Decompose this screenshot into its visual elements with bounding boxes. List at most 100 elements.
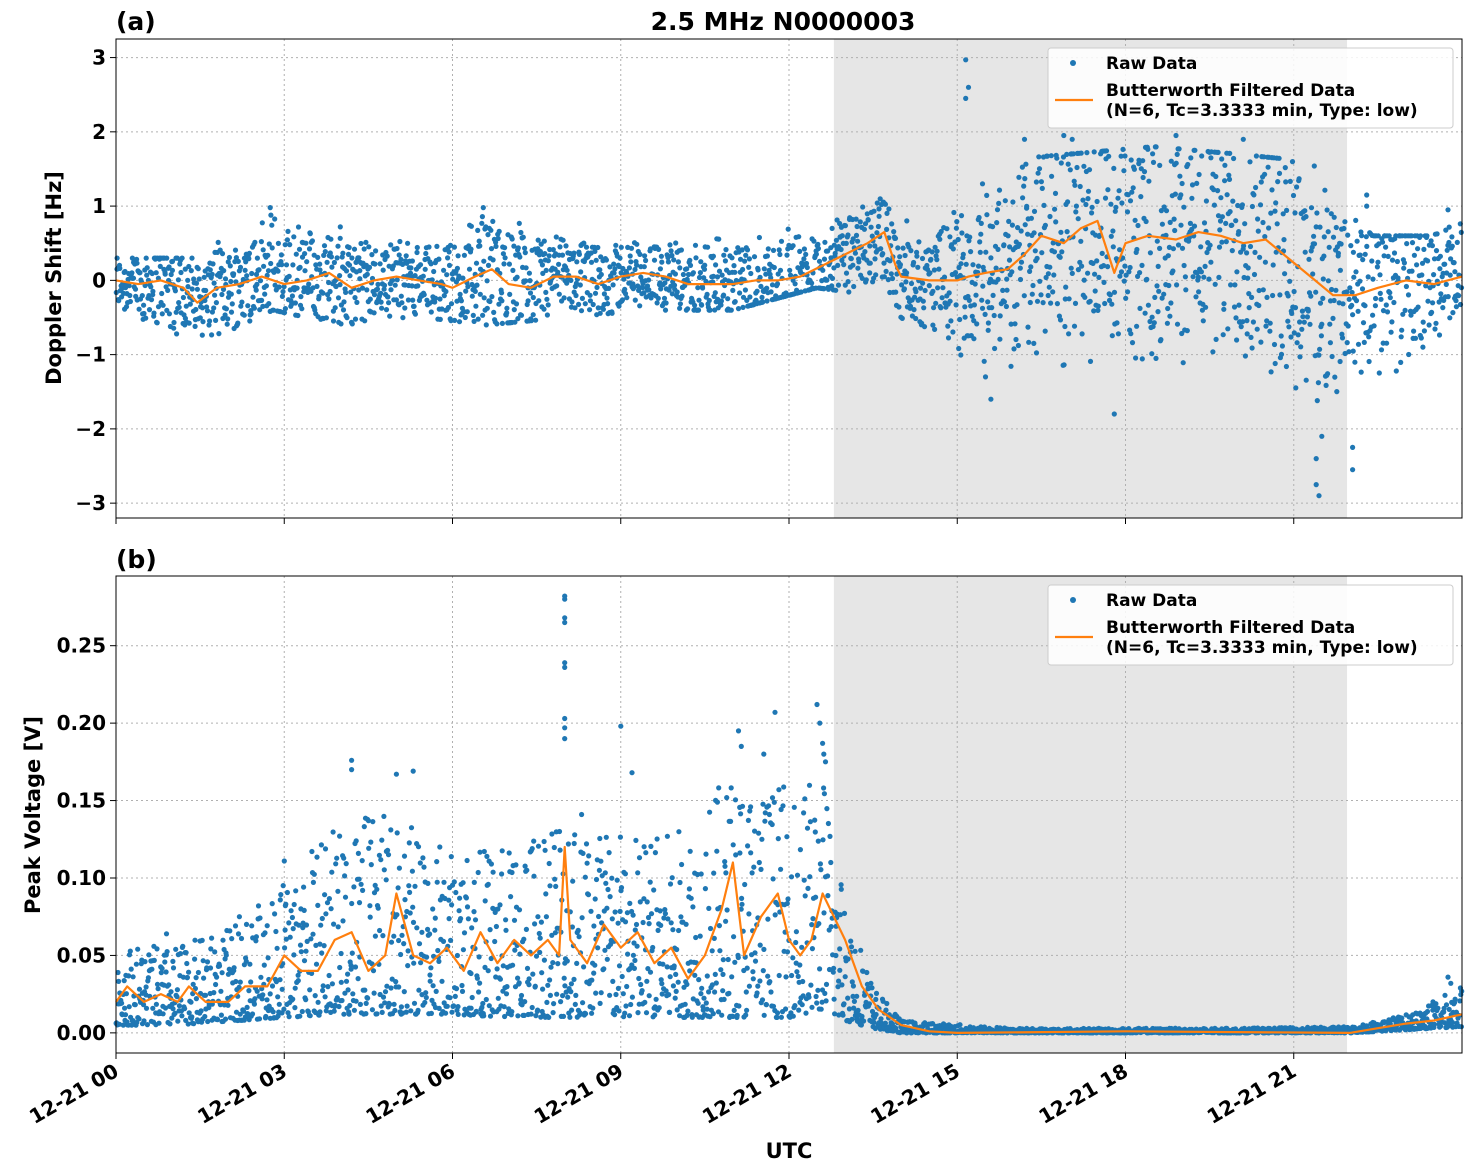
raw-point xyxy=(432,915,438,921)
raw-point xyxy=(1272,208,1278,214)
raw-point xyxy=(532,921,538,927)
raw-point xyxy=(845,232,851,238)
raw-point xyxy=(343,978,350,984)
raw-point xyxy=(193,306,199,313)
raw-point-outlier xyxy=(1069,136,1075,142)
raw-point xyxy=(1026,339,1032,345)
raw-point xyxy=(1170,246,1176,252)
raw-point xyxy=(1418,335,1424,341)
raw-point xyxy=(461,930,468,936)
legend-box xyxy=(1047,47,1454,129)
raw-point xyxy=(1384,309,1391,315)
raw-point xyxy=(605,301,611,307)
raw-point xyxy=(1286,324,1292,330)
raw-point xyxy=(1337,267,1343,273)
raw-point xyxy=(441,879,447,885)
raw-point xyxy=(582,874,588,880)
raw-point xyxy=(374,1011,380,1017)
raw-point xyxy=(363,239,369,245)
raw-point xyxy=(815,241,821,247)
raw-point xyxy=(739,895,745,902)
raw-point xyxy=(351,246,358,252)
raw-point xyxy=(324,900,331,906)
raw-point xyxy=(593,990,599,996)
raw-point xyxy=(130,275,137,281)
raw-point xyxy=(672,271,679,277)
raw-point xyxy=(1203,304,1209,310)
raw-point xyxy=(911,259,917,266)
raw-point xyxy=(576,251,583,257)
raw-point-outlier xyxy=(1364,203,1370,209)
raw-point xyxy=(728,785,734,791)
raw-point xyxy=(419,929,425,935)
raw-point xyxy=(1252,249,1258,255)
raw-point xyxy=(516,220,522,226)
raw-point xyxy=(719,272,725,278)
raw-point xyxy=(1132,217,1138,223)
raw-point xyxy=(686,886,693,892)
raw-point xyxy=(837,967,843,973)
y-tick-label: 2 xyxy=(92,120,106,144)
raw-point xyxy=(269,245,275,251)
raw-point xyxy=(872,243,878,249)
raw-point xyxy=(1102,300,1108,307)
raw-point xyxy=(760,299,766,305)
raw-point xyxy=(784,834,790,840)
raw-point xyxy=(334,255,340,261)
raw-point xyxy=(1108,233,1114,239)
raw-point xyxy=(1313,224,1319,230)
raw-point xyxy=(127,298,133,305)
raw-point xyxy=(561,295,567,301)
raw-point xyxy=(309,848,315,855)
raw-point xyxy=(560,1013,567,1020)
raw-point xyxy=(322,892,328,898)
raw-point xyxy=(1262,259,1268,265)
raw-point xyxy=(677,879,683,886)
raw-point xyxy=(309,238,315,244)
raw-point xyxy=(1109,301,1115,307)
raw-point xyxy=(1167,313,1173,319)
raw-point xyxy=(1215,213,1222,219)
raw-point xyxy=(210,261,216,267)
raw-point xyxy=(822,990,828,997)
raw-point xyxy=(142,959,148,965)
raw-point xyxy=(592,248,598,254)
raw-point xyxy=(739,901,745,907)
raw-point xyxy=(301,958,308,964)
raw-point xyxy=(213,981,219,988)
raw-point xyxy=(1194,180,1200,186)
raw-point xyxy=(1000,287,1006,293)
raw-point xyxy=(893,1025,899,1031)
raw-point xyxy=(303,948,309,954)
raw-point xyxy=(1247,243,1254,250)
raw-point xyxy=(858,1022,865,1028)
raw-point xyxy=(587,292,593,298)
raw-point xyxy=(1102,195,1109,201)
raw-point xyxy=(840,1012,846,1018)
raw-point xyxy=(355,976,361,982)
raw-point xyxy=(1301,319,1307,325)
raw-point xyxy=(732,269,738,275)
raw-point xyxy=(318,922,324,928)
raw-point xyxy=(1129,189,1135,195)
raw-point xyxy=(1320,276,1326,282)
raw-point xyxy=(397,238,403,245)
raw-point xyxy=(662,307,669,313)
raw-point xyxy=(1127,264,1133,271)
raw-point xyxy=(343,289,349,295)
raw-point-outlier xyxy=(963,57,969,63)
raw-point xyxy=(740,294,747,300)
raw-point xyxy=(1145,302,1151,308)
raw-point xyxy=(1299,326,1305,332)
raw-point xyxy=(236,289,242,295)
raw-point xyxy=(618,244,624,250)
raw-point xyxy=(824,277,830,283)
raw-point xyxy=(469,293,475,299)
raw-point xyxy=(204,959,211,965)
raw-point xyxy=(1050,289,1056,295)
raw-point xyxy=(1347,285,1353,291)
raw-point xyxy=(284,889,290,896)
raw-point xyxy=(1244,250,1250,256)
raw-point xyxy=(126,1004,132,1010)
raw-point xyxy=(855,1007,861,1013)
